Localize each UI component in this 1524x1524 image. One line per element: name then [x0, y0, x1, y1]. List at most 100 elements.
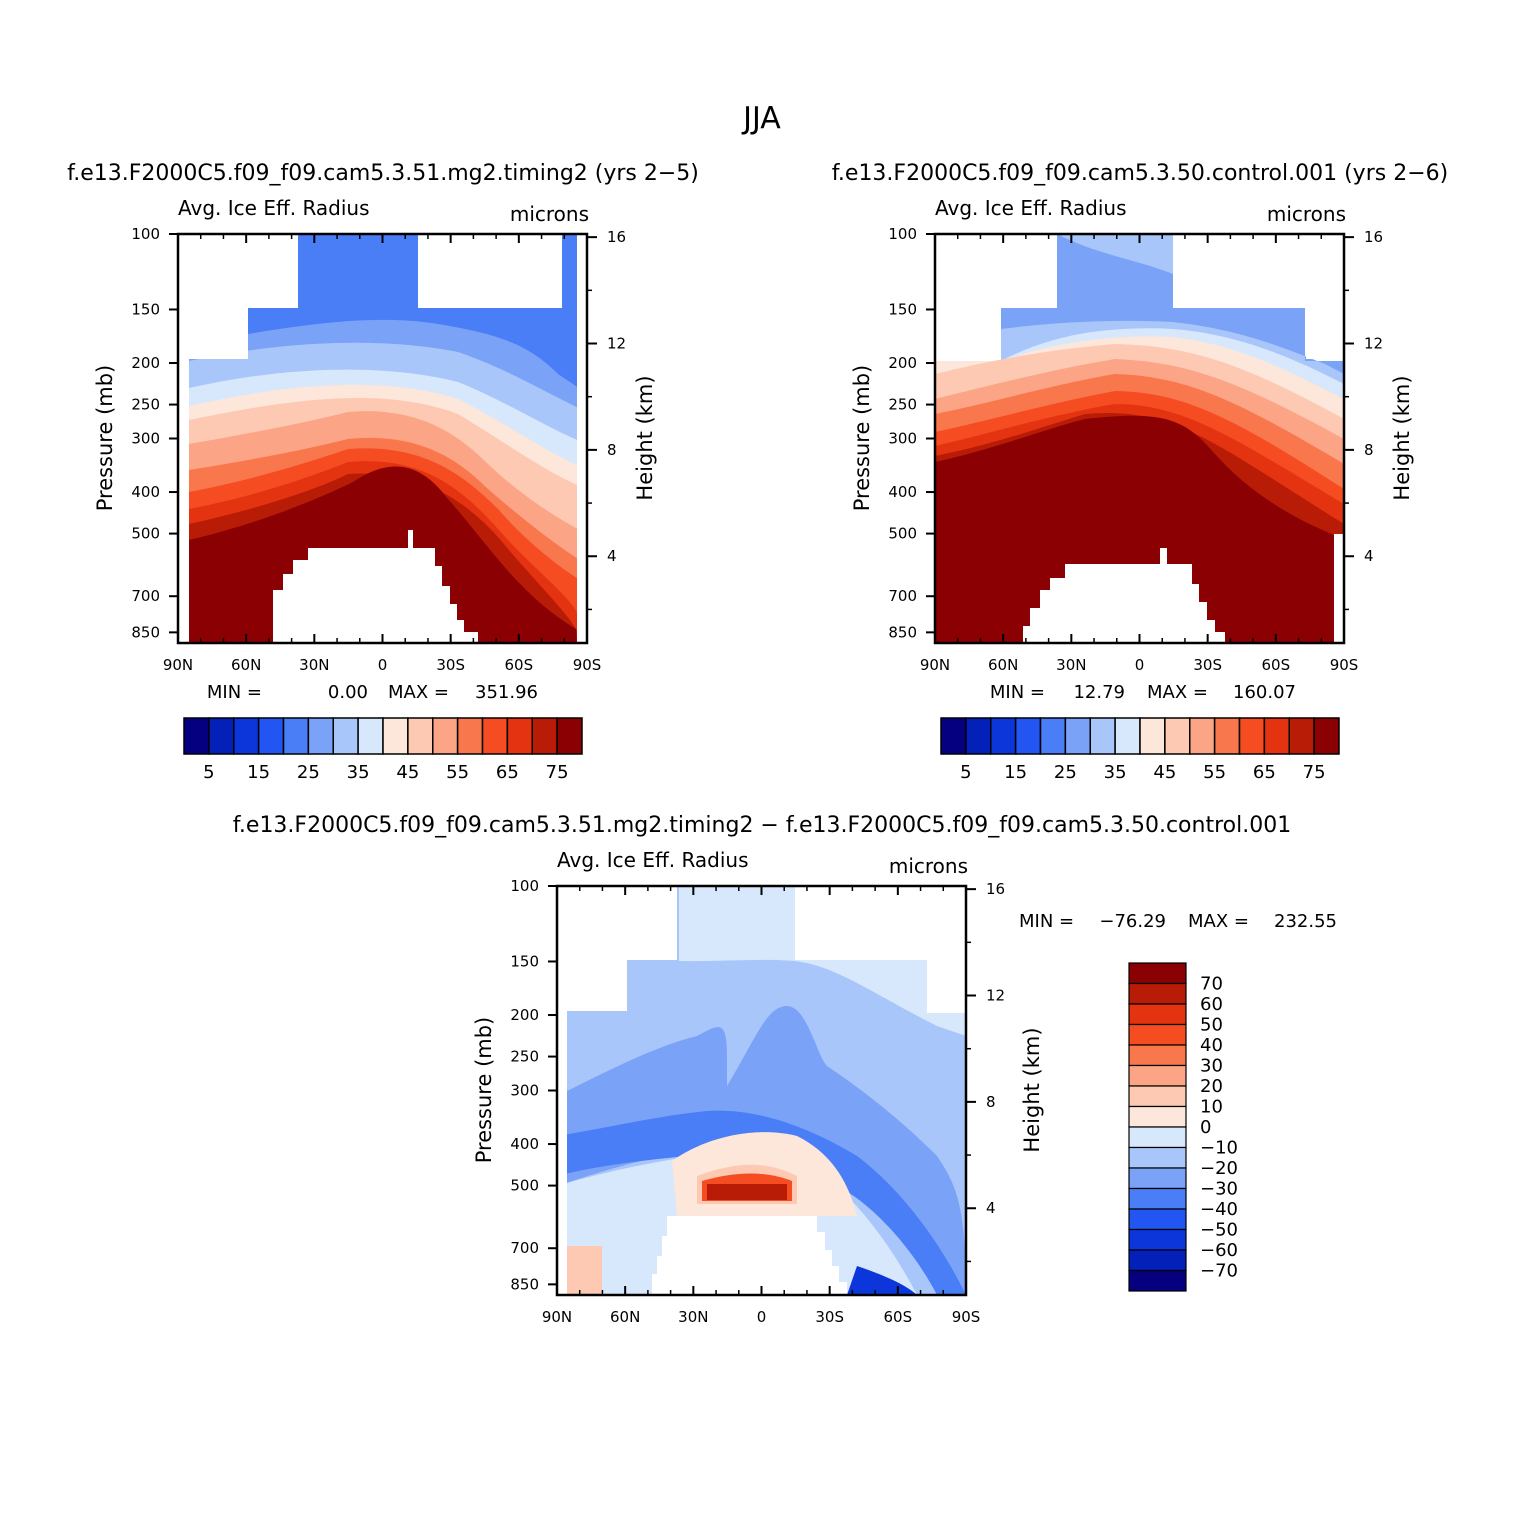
- colorbar-swatch: [208, 717, 235, 755]
- colorbar-label: 75: [1303, 762, 1326, 783]
- x-tick-label: 90S: [952, 1308, 981, 1326]
- colorbar-swatch: [382, 717, 409, 755]
- x-tick-label: 30N: [1056, 656, 1086, 674]
- p3-mask-right-top: [797, 886, 966, 1011]
- x-tick-label: 30S: [815, 1308, 844, 1326]
- y-tick-label: 250: [510, 1048, 539, 1066]
- p3-sw-positive: [557, 1246, 602, 1295]
- x-tick-label: 90N: [163, 656, 193, 674]
- x-tick-label: 90N: [542, 1308, 572, 1326]
- y-tick-label: 100: [888, 225, 917, 243]
- y-tick-label: 700: [888, 587, 917, 605]
- colorbar-swatch: [1213, 717, 1241, 755]
- colorbar-label: 45: [396, 762, 419, 783]
- y-tick-label: 400: [510, 1135, 539, 1153]
- colorbar-swatch: [1288, 717, 1315, 755]
- p1-units-label: microns: [510, 202, 589, 226]
- x-tick-label: 90S: [573, 656, 602, 674]
- colorbar-label: 70: [1200, 974, 1223, 995]
- p2-band-30: [1001, 234, 1344, 374]
- colorbar-swatch: [556, 717, 583, 755]
- colorbar-label: 5: [203, 762, 214, 783]
- p1-max-value: 351.96: [475, 682, 538, 703]
- colorbar-swatch: [965, 717, 992, 755]
- p2-band-75: [935, 415, 1344, 643]
- y-tick-label: 850: [131, 623, 160, 641]
- p2-ylabel: Pressure (mb): [850, 365, 874, 512]
- colorbar-label: 65: [496, 762, 519, 783]
- colorbar-label: 0: [1200, 1117, 1211, 1138]
- p3-ylabel-right: Height (km): [1020, 1027, 1044, 1152]
- p3-band-neg30: [557, 1006, 966, 1295]
- y-tick-label: 150: [131, 300, 160, 318]
- colorbar-swatch: [1128, 962, 1187, 985]
- y-tick-label: 400: [888, 483, 917, 501]
- colorbar-label: 15: [247, 762, 270, 783]
- colorbar-label: 65: [1253, 762, 1276, 783]
- x-tick-label: 0: [378, 656, 388, 674]
- panel-2-contours: [935, 234, 1344, 643]
- p2-terrain: [1023, 548, 1225, 643]
- y-tick-label: 400: [131, 483, 160, 501]
- y-tick-label: 300: [510, 1082, 539, 1100]
- height-tick-label: 8: [607, 441, 617, 459]
- p2-colorbar: 5 15 25 35 45 55 65 75: [940, 717, 1340, 783]
- colorbar-swatch: [1128, 1208, 1187, 1231]
- p2-variable-label: Avg. Ice Eff. Radius: [935, 196, 1127, 220]
- y-tick-label: 300: [888, 430, 917, 448]
- colorbar-swatch: [1128, 1187, 1187, 1210]
- colorbar-swatch: [456, 717, 484, 755]
- colorbar-label: 55: [1203, 762, 1226, 783]
- p3-axes: 90N 60N 30N 0 30S 60S 90S 100 150 200 250 300 400 500…: [510, 877, 1005, 1326]
- p1-min-value: 0.00: [328, 682, 368, 703]
- colorbar-swatch: [1139, 717, 1166, 755]
- y-tick-label: 200: [131, 354, 160, 372]
- colorbar-label: 35: [1104, 762, 1127, 783]
- colorbar-label: 25: [297, 762, 320, 783]
- height-tick-label: 4: [1364, 547, 1374, 565]
- colorbar-swatch: [1014, 717, 1042, 755]
- y-tick-label: 200: [510, 1006, 539, 1024]
- colorbar-label: −70: [1200, 1261, 1238, 1282]
- colorbar-swatch: [1128, 1269, 1187, 1292]
- colorbar-label: −10: [1200, 1138, 1238, 1159]
- colorbar-label: −60: [1200, 1240, 1238, 1261]
- p3-min-label: MIN =: [1019, 911, 1074, 932]
- colorbar-swatch: [1128, 1064, 1187, 1087]
- p2-units-label: microns: [1267, 202, 1346, 226]
- colorbar-swatch: [233, 717, 260, 755]
- x-tick-label: 90N: [920, 656, 950, 674]
- height-tick-label: 12: [607, 335, 626, 353]
- y-tick-label: 100: [131, 225, 160, 243]
- p2-min-value: 12.79: [1073, 682, 1125, 703]
- p1-max-label: MAX =: [388, 682, 449, 703]
- colorbar-swatch: [1128, 1003, 1187, 1026]
- y-tick-label: 500: [510, 1177, 539, 1195]
- colorbar-swatch: [257, 717, 285, 755]
- p1-variable-label: Avg. Ice Eff. Radius: [178, 196, 370, 220]
- p3-max-label: MAX =: [1188, 911, 1249, 932]
- y-tick-label: 100: [510, 877, 539, 895]
- colorbar-swatch: [1263, 717, 1290, 755]
- x-tick-label: 90S: [1330, 656, 1359, 674]
- p1-mask-top: [420, 234, 560, 308]
- colorbar-label: −50: [1200, 1220, 1238, 1241]
- p3-max-value: 232.55: [1274, 911, 1337, 932]
- p2-mask-left: [935, 234, 1055, 359]
- colorbar-swatch: [1128, 1249, 1187, 1272]
- colorbar-label: 75: [546, 762, 569, 783]
- colorbar-swatch: [1128, 1167, 1187, 1190]
- panel-3-contours: [557, 886, 966, 1295]
- x-tick-label: 60S: [1262, 656, 1291, 674]
- y-tick-label: 200: [888, 354, 917, 372]
- colorbar-swatch: [407, 717, 434, 755]
- p1-min-label: MIN =: [207, 682, 262, 703]
- colorbar-swatch: [1064, 717, 1091, 755]
- x-tick-label: 30S: [436, 656, 465, 674]
- y-tick-label: 500: [131, 525, 160, 543]
- colorbar-label: 15: [1004, 762, 1027, 783]
- height-tick-label: 4: [607, 547, 617, 565]
- colorbar-swatch: [1313, 717, 1340, 755]
- p1-axes: 90N 60N 30N 0 30S 60S 90S 100 150 200 250 300 400 500…: [131, 225, 626, 674]
